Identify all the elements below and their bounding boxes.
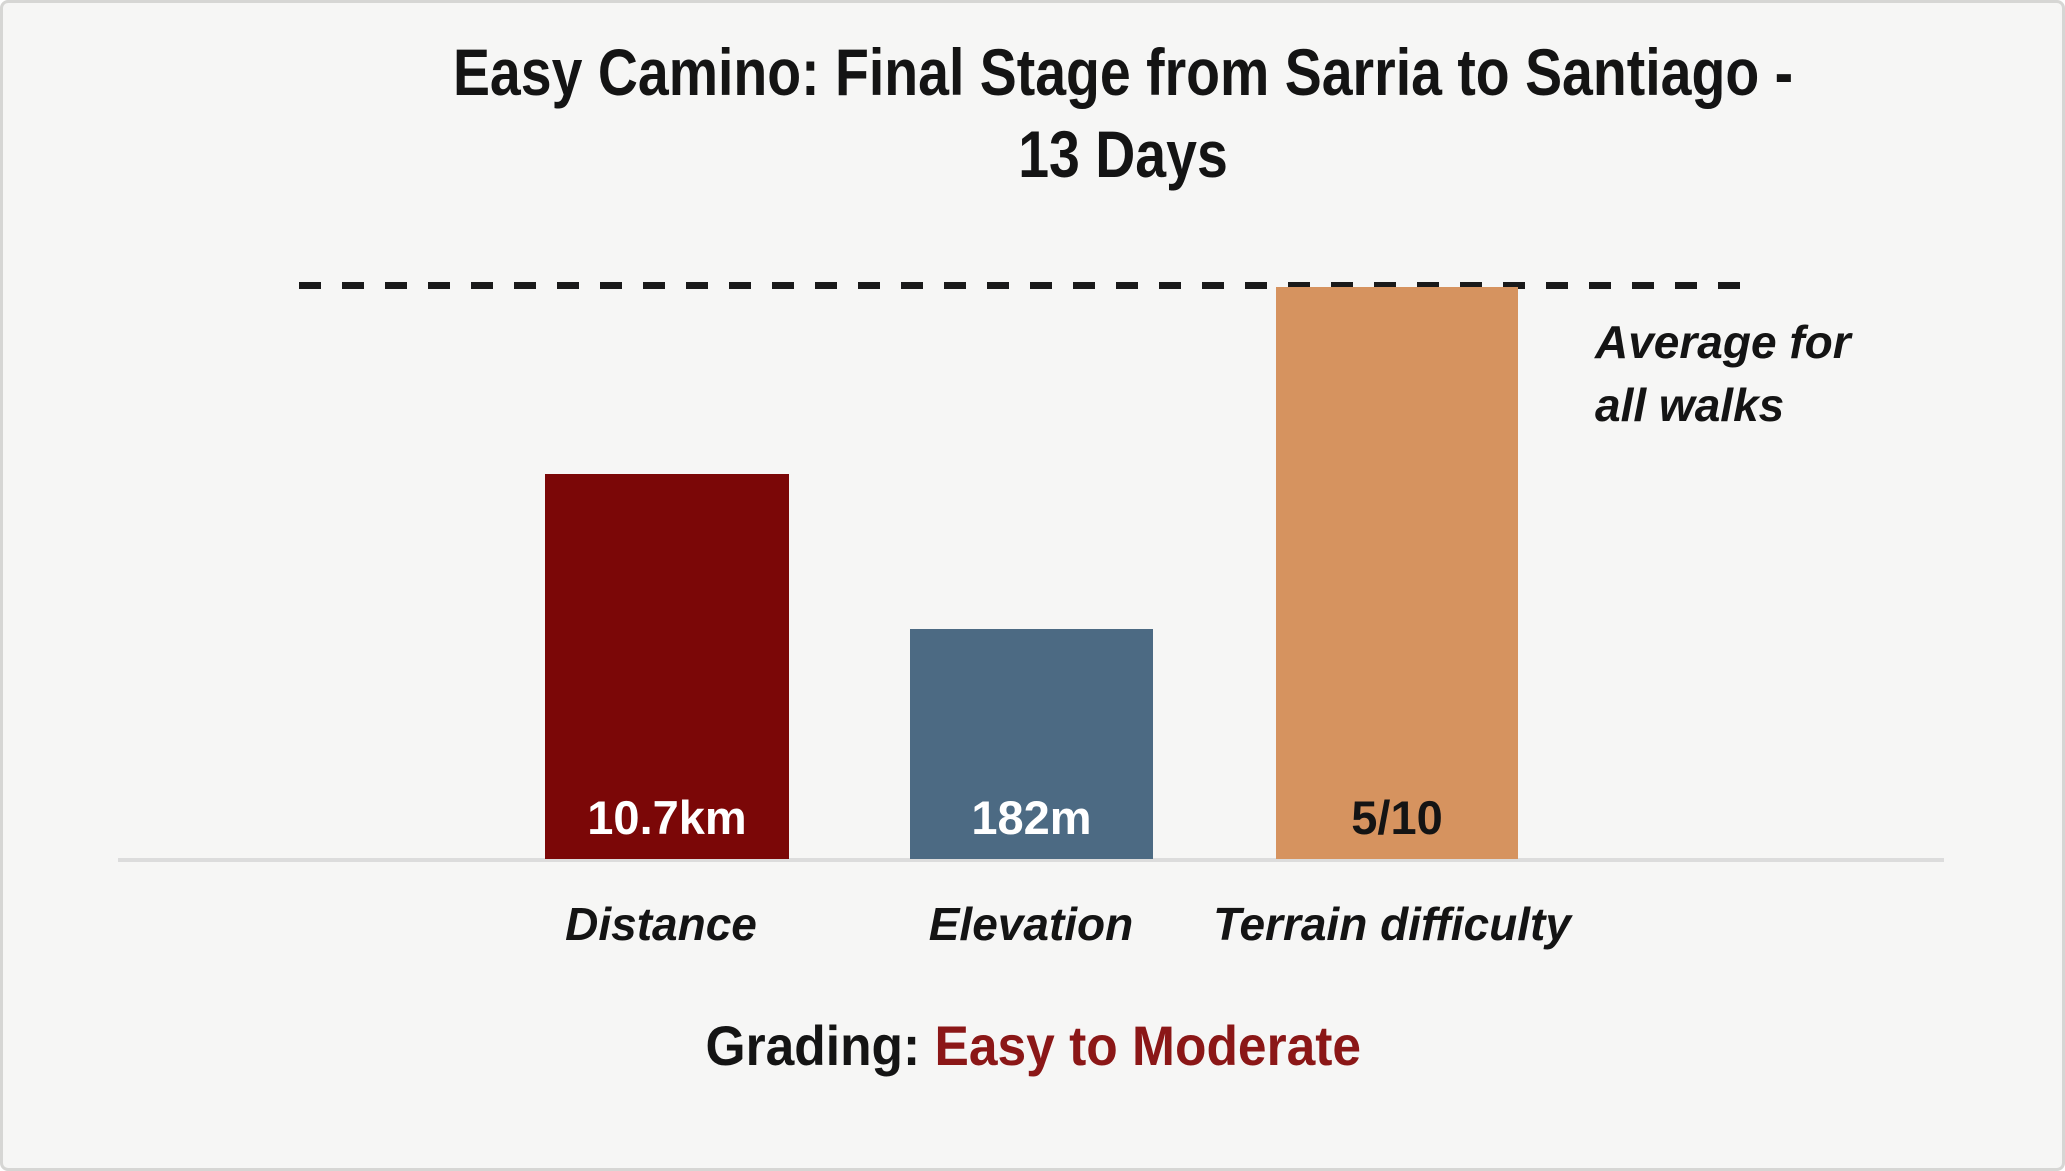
- grading-line: Grading: Easy to Moderate: [3, 1013, 2062, 1078]
- bar-elevation-value-label: 182m: [971, 791, 1092, 844]
- category-label-elevation: Elevation: [928, 898, 1134, 950]
- bar-distance-value-label: 10.7km: [587, 791, 747, 844]
- average-annotation-line1: Average for: [1595, 316, 1851, 368]
- bar-terrain-difficulty: 5/10: [1276, 287, 1518, 859]
- bar-distance: 10.7km: [545, 474, 789, 859]
- chart-title: Easy Camino: Final Stage from Sarria to …: [178, 31, 2062, 195]
- category-label-distance: Distance: [565, 898, 757, 950]
- chart-title-line1: Easy Camino: Final Stage from Sarria to …: [452, 35, 1794, 109]
- grading-prefix: Grading:: [705, 1014, 935, 1077]
- grading-value: Easy to Moderate: [934, 1014, 1361, 1077]
- bar-elevation: 182m: [910, 629, 1153, 859]
- x-axis-line: [118, 858, 1944, 862]
- chart-title-line2: 13 Days: [1018, 117, 1228, 191]
- bar-terrain-value-label: 5/10: [1351, 791, 1443, 844]
- average-reference-dashed-line: [299, 282, 1750, 289]
- average-annotation-line2: all walks: [1595, 379, 1785, 431]
- average-annotation: Average for all walks: [1595, 311, 1851, 437]
- category-label-terrain-difficulty: Terrain difficulty: [1213, 898, 1571, 950]
- grading-line-text: Grading: Easy to Moderate: [705, 1013, 1361, 1078]
